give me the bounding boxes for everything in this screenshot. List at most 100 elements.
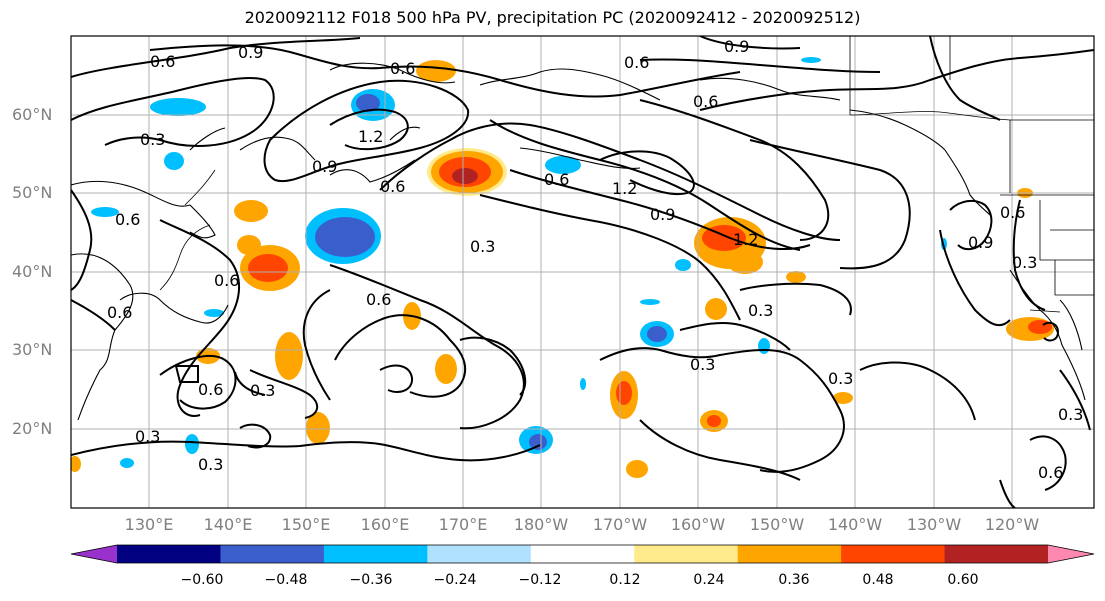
precip-anomaly (237, 235, 261, 255)
precip-anomaly (91, 207, 119, 217)
colorbar-swatch (944, 545, 1049, 563)
contour-label: 1.2 (612, 179, 637, 198)
contour-label: 1.2 (733, 230, 758, 249)
pv-contour (509, 169, 811, 251)
precip-anomaly (626, 460, 648, 478)
lon-label: 180°W (513, 515, 569, 534)
contour-label: 0.9 (238, 43, 263, 62)
colorbar-swatch (427, 545, 532, 563)
contour-label: 0.6 (380, 177, 405, 196)
contour-label: 0.6 (107, 303, 132, 322)
pv-contour (329, 108, 409, 151)
precip-anomaly (120, 458, 134, 468)
precip-anomaly (545, 156, 581, 174)
pv-contours (71, 36, 1094, 508)
contour-label: 0.6 (390, 59, 415, 78)
pv-contour (599, 150, 695, 196)
contour-label: 0.9 (968, 233, 993, 252)
precip-anomaly (529, 434, 547, 450)
contour-label: 0.3 (198, 455, 223, 474)
colorbar-tick-label: 0.36 (778, 572, 810, 588)
pv-contour (639, 99, 830, 241)
lon-label: 140°W (827, 515, 883, 534)
colorbar-swatch (634, 545, 739, 563)
precip-anomaly (801, 57, 821, 63)
political-borders (159, 36, 1094, 313)
contour-label: 0.3 (140, 130, 165, 149)
precip-anomaly (275, 332, 303, 380)
colorbar-swatch (737, 545, 842, 563)
precip-anomaly (356, 94, 380, 112)
pv-contour (1059, 369, 1091, 431)
pv-contour (71, 189, 93, 291)
contour-label: 0.3 (250, 381, 275, 400)
precip-anomaly (71, 456, 81, 472)
lat-label: 20°N (12, 419, 53, 438)
pv-contour (71, 299, 116, 331)
pv-contour (599, 347, 845, 473)
precip-anomaly (306, 412, 330, 444)
pv-contour (679, 321, 791, 351)
precip-anomaly (435, 354, 457, 384)
colorbar-tick-label: 0.24 (693, 572, 725, 588)
colorbar-tick-label: −0.60 (180, 572, 224, 588)
colorbar-outline (70, 544, 1095, 564)
lon-label: 170°E (438, 515, 488, 534)
precip-anomaly (707, 415, 721, 427)
colorbar-tick-label: 0.12 (609, 572, 641, 588)
precip-anomaly (580, 378, 586, 390)
contour-label: 0.6 (1038, 463, 1063, 482)
contour-label: 1.2 (358, 127, 383, 146)
pv-contour (639, 58, 881, 73)
precip-anomaly (416, 60, 456, 82)
contour-label: 0.6 (198, 380, 223, 399)
contour-label: 0.3 (1058, 405, 1083, 424)
precip-anomaly (640, 299, 660, 305)
lat-label: 60°N (12, 105, 53, 124)
lon-label: 160°W (670, 515, 726, 534)
contour-label: 0.3 (470, 237, 495, 256)
gridlines (71, 36, 1094, 508)
pv-contour (174, 365, 199, 383)
lat-label: 50°N (12, 183, 53, 202)
map-panel: 0.6 0.9 0.6 0.9 0.6 0.3 1.2 0.9 0.6 0.6 … (71, 36, 1094, 508)
colorbar-tick-label: −0.24 (433, 572, 477, 588)
pv-contour (739, 282, 852, 316)
pv-contour (263, 79, 470, 183)
pv-contour (71, 37, 361, 78)
contour-label: 0.6 (544, 170, 569, 189)
contour-label: 0.6 (366, 290, 391, 309)
lon-label: 130°E (124, 515, 174, 534)
precip-anomaly (150, 98, 206, 116)
pv-contour (379, 364, 414, 393)
lat-label: 40°N (12, 262, 53, 281)
precip-anomaly (164, 152, 184, 170)
pv-contour (749, 139, 911, 270)
contour-label: 0.6 (1000, 203, 1025, 222)
pv-contour (71, 77, 275, 147)
lon-label: 130°W (906, 515, 962, 534)
pv-contour (479, 194, 741, 321)
pv-contour (159, 219, 241, 417)
pv-contour (459, 336, 527, 396)
pv-contour (939, 229, 1011, 327)
colorbar-swatch (117, 545, 221, 563)
colorbar-tick-label: 0.60 (947, 572, 979, 588)
pv-contour (1042, 321, 1060, 342)
contour-label: 0.3 (135, 427, 160, 446)
colorbar-swatch (220, 545, 325, 563)
contour-label: 0.3 (1012, 253, 1037, 272)
contour-label: 0.6 (115, 210, 140, 229)
map-title: 2020092112 F018 500 hPa PV, precipitatio… (244, 8, 861, 27)
lon-label: 120°W (984, 515, 1040, 534)
precip-anomaly (758, 338, 770, 354)
colorbar-tick-label: −0.12 (518, 572, 562, 588)
colorbar-swatch (841, 545, 946, 563)
precip-anomaly (204, 309, 224, 317)
precip-anomaly (315, 217, 375, 257)
contour-label: 0.6 (693, 92, 718, 111)
precip-anomaly (234, 200, 268, 222)
contour-label: 0.3 (690, 355, 715, 374)
precip-anomaly (452, 168, 478, 184)
